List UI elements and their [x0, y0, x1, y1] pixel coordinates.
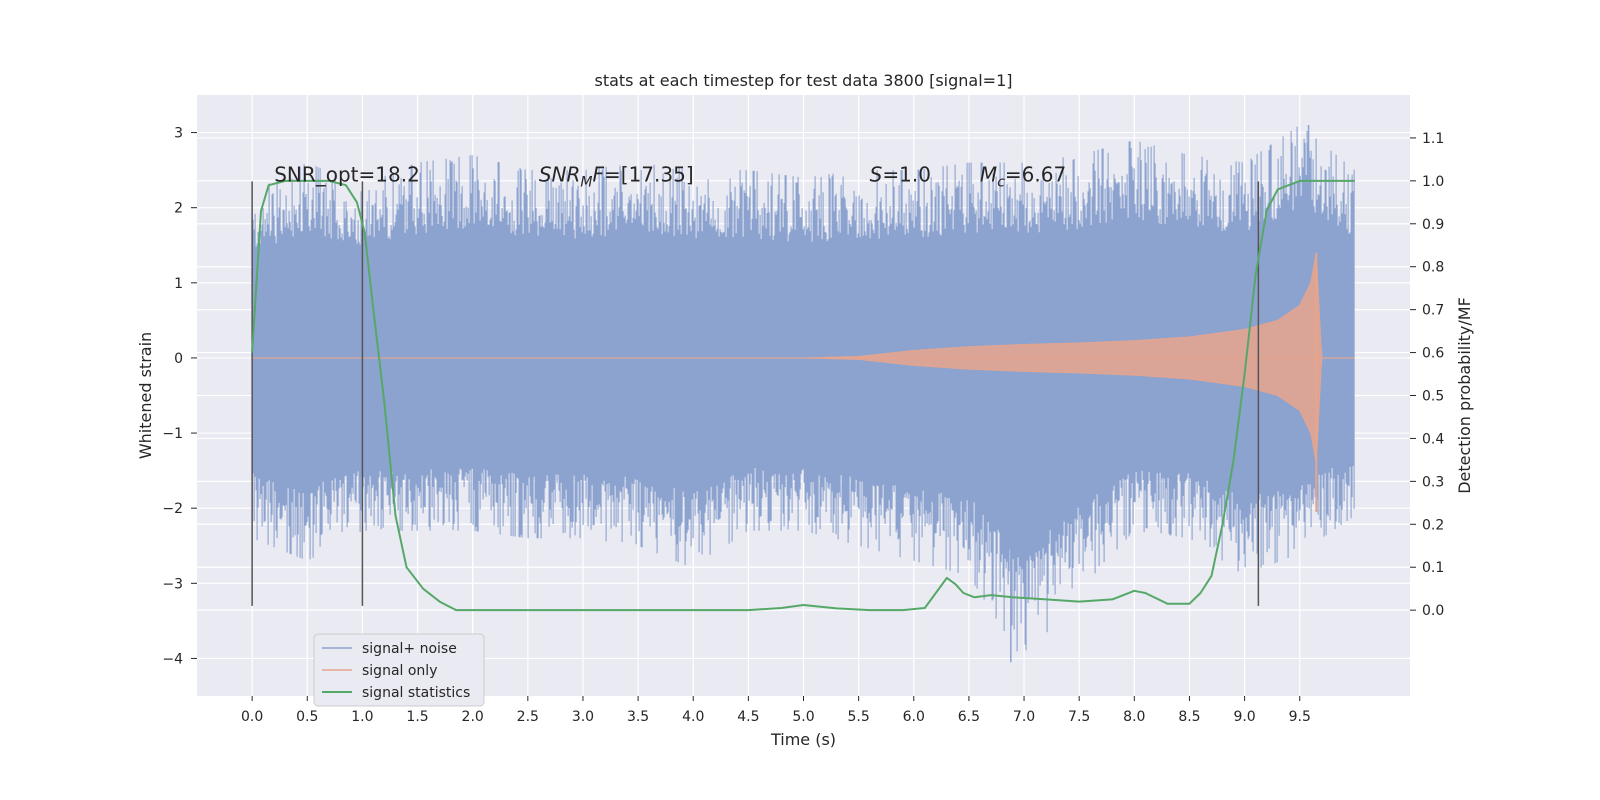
y2-axis-label: Detection probability/MF	[1455, 297, 1474, 494]
x-tick-label: 0.5	[296, 709, 318, 725]
x-tick-label: 5.5	[848, 709, 870, 725]
y-tick-label: 0	[174, 351, 183, 367]
signal-statistics-series	[251, 179, 1355, 612]
y-tick-label: −4	[162, 651, 183, 667]
y2-tick-label: 0.7	[1422, 303, 1444, 319]
x-tick-label: 8.5	[1178, 709, 1200, 725]
x-tick-label: 1.0	[351, 709, 373, 725]
y-tick-label: −3	[162, 576, 183, 592]
signal-only-series	[252, 252, 1355, 512]
y-tick-label: −1	[162, 426, 183, 442]
y2-tick-label: 0.4	[1422, 431, 1444, 447]
x-axis-label: Time (s)	[770, 730, 836, 749]
annotation-text: SNR_opt=18.2	[274, 162, 420, 186]
x-tick-label: 7.5	[1068, 709, 1090, 725]
x-tick-label: 9.0	[1233, 709, 1255, 725]
x-tick-label: 5.0	[792, 709, 814, 725]
legend-label-signal-plus-noise: signal+ noise	[362, 641, 457, 657]
signal-statistics-line	[251, 179, 1355, 612]
y2-tick-label: 0.1	[1422, 560, 1444, 576]
y2-tick-label: 0.6	[1422, 346, 1444, 362]
x-tick-label: 3.0	[572, 709, 594, 725]
y2-axis-ticks: 1.1 1.0 0.9 0.8 0.7 0.6 0.5 0.4 0.3 0.2 0.1 0.0	[1410, 131, 1444, 619]
legend-label-signal-statistics: signal statistics	[362, 685, 470, 701]
x-tick-label: 4.0	[682, 709, 704, 725]
chart-title: stats at each timestep for test data 380…	[594, 71, 1012, 90]
x-tick-label: 2.0	[462, 709, 484, 725]
y-axis-ticks: 3 2 1 0 −1 −2 −3 −4	[162, 126, 197, 667]
x-tick-label: 2.5	[517, 709, 539, 725]
legend-label-signal-only: signal only	[362, 663, 437, 679]
y2-tick-label: 0.0	[1422, 603, 1444, 619]
y2-tick-label: 0.9	[1422, 217, 1444, 233]
annotation-text: S=1.0	[870, 162, 931, 186]
y-tick-label: 1	[174, 276, 183, 292]
y2-tick-label: 1.1	[1422, 131, 1444, 147]
y-tick-label: 3	[174, 126, 183, 142]
annotations: SNR_opt=18.2 SNRMF=[17.35] S=1.0 Mc=6.67	[274, 162, 1066, 190]
x-tick-label: 8.0	[1123, 709, 1145, 725]
y-tick-label: −2	[162, 501, 183, 517]
y2-tick-label: 1.0	[1422, 174, 1444, 190]
y-axis-label: Whitened strain	[136, 332, 155, 459]
x-tick-label: 0.0	[241, 709, 263, 725]
x-axis-ticks: 0.0 0.5 1.0 1.5 2.0 2.5 3.0 3.5 4.0 4.5 5.0 5.5 6.0 6…	[241, 696, 1311, 725]
x-tick-label: 3.5	[627, 709, 649, 725]
y2-tick-label: 0.3	[1422, 474, 1444, 490]
legend: signal+ noise signal only signal statist…	[313, 633, 485, 707]
x-tick-label: 4.5	[737, 709, 759, 725]
y2-tick-label: 0.8	[1422, 260, 1444, 276]
x-tick-label: 1.5	[406, 709, 428, 725]
vertical-markers	[251, 181, 1260, 606]
x-tick-label: 6.0	[903, 709, 925, 725]
y-tick-label: 2	[174, 201, 183, 217]
legend-box	[313, 633, 485, 707]
x-tick-label: 6.5	[958, 709, 980, 725]
x-tick-label: 9.5	[1289, 709, 1311, 725]
y2-tick-label: 0.5	[1422, 389, 1444, 405]
annotation-text: SNRMF=[17.35]	[539, 162, 694, 190]
annotation-text: Mc=6.67	[980, 162, 1066, 190]
y2-tick-label: 0.2	[1422, 517, 1444, 533]
x-tick-label: 7.0	[1013, 709, 1035, 725]
